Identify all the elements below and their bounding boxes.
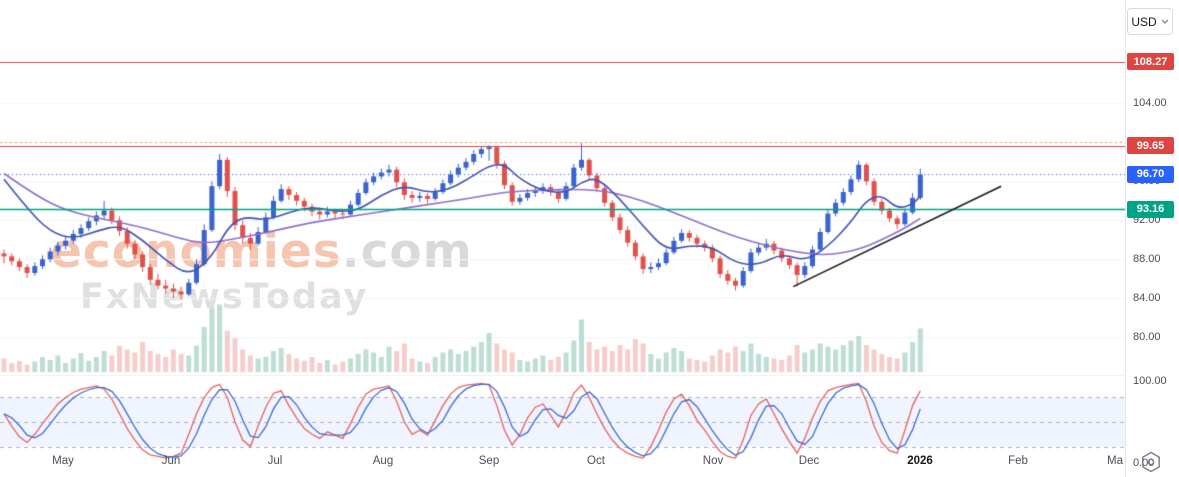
- price-axis[interactable]: 104.0096.0092.0088.0084.0080.00100.000.0…: [1125, 0, 1179, 477]
- time-tick: Aug: [372, 455, 394, 467]
- time-tick: Dec: [798, 455, 820, 467]
- price-badge: 108.27: [1127, 53, 1174, 71]
- time-tick: Jul: [267, 455, 283, 467]
- oscillator-tick: 100.00: [1133, 375, 1167, 387]
- price-badge: 99.65: [1127, 137, 1174, 155]
- price-tick: 80.00: [1133, 331, 1161, 344]
- currency-selector[interactable]: USD: [1127, 8, 1173, 35]
- time-tick: Jun: [161, 455, 181, 467]
- price-badge: 93.16: [1127, 200, 1174, 218]
- price-tick: 84.00: [1133, 292, 1161, 305]
- time-tick: Nov: [702, 455, 724, 467]
- chevron-down-icon: [1161, 19, 1169, 24]
- time-axis[interactable]: May Jun Jul Aug Sep Oct Nov Dec 2026 Feb Ma: [0, 449, 1125, 477]
- economies-logo-icon[interactable]: [1139, 450, 1163, 474]
- price-badge: 96.70: [1127, 165, 1174, 183]
- time-tick: Oct: [587, 455, 605, 467]
- time-tick: Ma: [1107, 455, 1123, 467]
- price-tick: 104.00: [1133, 97, 1167, 110]
- time-tick: Feb: [1008, 455, 1028, 467]
- price-tick: 88.00: [1133, 253, 1161, 266]
- time-tick: May: [52, 455, 74, 467]
- time-tick: 2026: [907, 455, 933, 467]
- currency-label: USD: [1131, 14, 1157, 29]
- price-chart-canvas[interactable]: [0, 0, 1125, 477]
- time-tick: Sep: [478, 455, 500, 467]
